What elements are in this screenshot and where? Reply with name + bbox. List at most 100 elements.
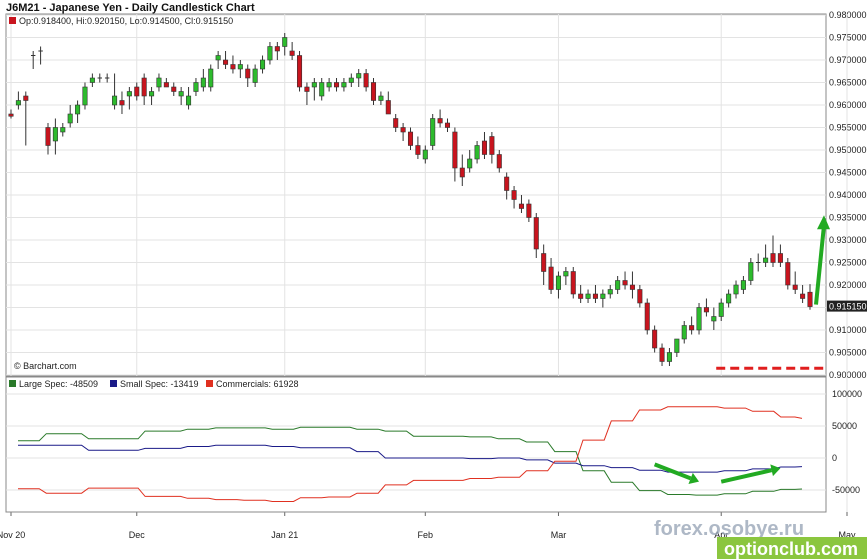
candle-body xyxy=(481,140,488,155)
candle xyxy=(156,73,162,92)
candle xyxy=(333,78,340,92)
candle xyxy=(629,271,635,299)
candle xyxy=(563,267,569,285)
chart-title: J6M21 - Japanese Yen - Daily Candlestick… xyxy=(6,2,255,14)
candle xyxy=(511,186,517,209)
cot-tick-label: 0 xyxy=(832,453,837,463)
candle-body xyxy=(555,275,561,290)
candle xyxy=(171,82,177,96)
candle-body xyxy=(8,113,14,117)
candle xyxy=(104,73,110,83)
candle xyxy=(23,91,29,146)
candle xyxy=(555,271,561,299)
candle-body xyxy=(718,302,724,317)
candle-body xyxy=(504,176,510,191)
candle xyxy=(311,78,317,101)
candle xyxy=(422,145,428,164)
candle-body xyxy=(489,136,495,155)
candle xyxy=(378,91,384,105)
candle xyxy=(607,285,613,299)
cot-arrow-shaft xyxy=(720,468,773,484)
candle-body xyxy=(378,95,384,101)
candle xyxy=(348,73,354,87)
candle xyxy=(504,172,510,200)
candle xyxy=(252,64,258,87)
candle xyxy=(370,78,377,105)
legend-label: Large Spec: -48509 xyxy=(19,379,98,389)
candle-body xyxy=(666,352,672,362)
price-tick-label: 0.950000 xyxy=(829,145,867,155)
candle xyxy=(674,338,680,357)
candle-body xyxy=(615,280,621,290)
candle xyxy=(112,73,118,110)
candle xyxy=(82,82,88,110)
candle xyxy=(178,87,184,105)
candle xyxy=(363,69,369,92)
candle-body xyxy=(134,86,140,97)
candle xyxy=(689,316,695,335)
candle xyxy=(459,154,465,186)
candle xyxy=(489,132,495,164)
candle xyxy=(755,253,761,272)
legend-label: Small Spec: -13419 xyxy=(120,379,199,389)
cot-tick-label: -50000 xyxy=(832,485,860,495)
candle xyxy=(282,33,288,56)
candle-body xyxy=(178,91,184,97)
candle xyxy=(666,348,672,366)
candle-body xyxy=(541,253,547,272)
arrow-shaft xyxy=(814,225,826,305)
candle-body xyxy=(430,118,436,146)
candle-body xyxy=(193,82,199,92)
candle xyxy=(260,55,266,74)
candle-body xyxy=(267,46,273,61)
candle xyxy=(578,285,584,303)
up-arrow xyxy=(814,215,830,305)
candle-body xyxy=(652,329,658,349)
candle xyxy=(8,109,14,119)
candle xyxy=(289,42,295,60)
candle-body xyxy=(600,293,606,299)
candle-body xyxy=(23,95,29,101)
cot-panel xyxy=(5,376,827,513)
candle-body xyxy=(260,59,266,70)
candle xyxy=(45,123,51,155)
candle-body xyxy=(570,271,576,295)
candle xyxy=(740,276,746,294)
candle-body xyxy=(518,203,524,209)
candle xyxy=(67,105,73,128)
candle-body xyxy=(637,289,643,304)
candle-body xyxy=(644,302,650,331)
candle-body xyxy=(319,82,325,97)
candle xyxy=(800,285,806,303)
x-axis: Nov 20 Dec Jan 21 Feb Mar Apr May xyxy=(0,530,856,540)
candle-body xyxy=(326,82,332,88)
candle xyxy=(297,51,303,92)
candle-body xyxy=(163,82,169,88)
candle-body xyxy=(452,131,458,169)
price-tick-label: 0.920000 xyxy=(829,280,867,290)
candle-body xyxy=(726,293,732,304)
candle xyxy=(526,199,532,222)
price-tick-label: 0.970000 xyxy=(829,55,867,65)
candle xyxy=(200,69,206,92)
price-tick-label: 0.960000 xyxy=(829,100,867,110)
candle-body xyxy=(223,59,229,65)
candlestick-series xyxy=(8,33,813,366)
price-tick-label: 0.945000 xyxy=(829,168,867,178)
candle xyxy=(644,298,650,335)
candle xyxy=(444,118,451,132)
price-tick-label: 0.975000 xyxy=(829,33,867,43)
candle xyxy=(75,100,81,123)
candle-body xyxy=(474,145,480,160)
candle xyxy=(407,127,414,150)
candle xyxy=(548,258,554,294)
watermark-line2: optionclub.com xyxy=(724,539,858,559)
candle-body xyxy=(60,127,66,133)
candle xyxy=(792,271,798,294)
price-tick-label: 0.940000 xyxy=(829,190,867,200)
candle xyxy=(38,46,43,65)
candle-body xyxy=(82,86,88,106)
candle-body xyxy=(563,271,569,277)
x-tick-label: Feb xyxy=(418,530,434,540)
candle-body xyxy=(496,154,502,169)
